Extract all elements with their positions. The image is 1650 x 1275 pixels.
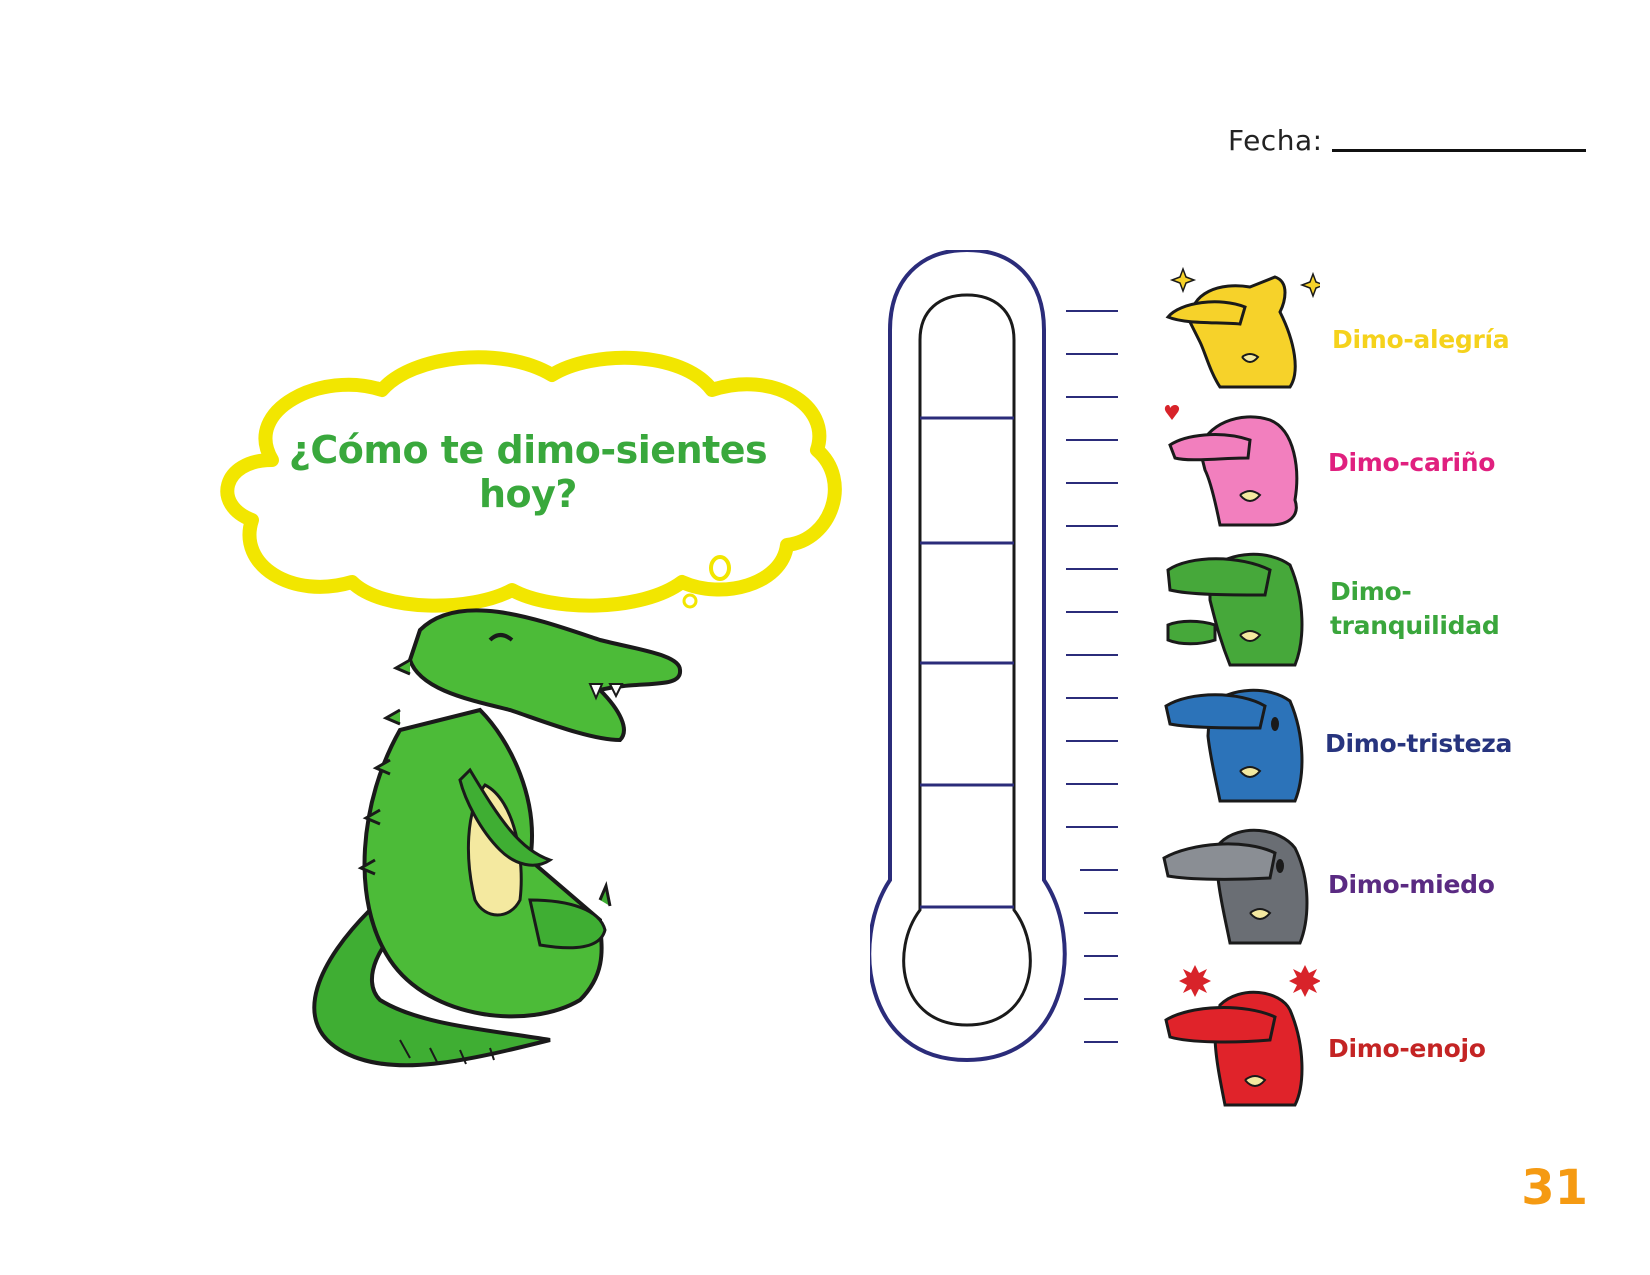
emotion-label-carino: Dimo-cariño bbox=[1328, 446, 1495, 480]
emotion-text: Dimo-enojo bbox=[1328, 1034, 1486, 1063]
emotion-text: Dimo-miedo bbox=[1328, 870, 1495, 899]
green-crocodile-illustration bbox=[300, 600, 720, 1120]
emotion-label-enojo: Dimo-enojo bbox=[1328, 1032, 1486, 1066]
emotion-thermometer bbox=[870, 250, 1120, 1110]
yellow-crocodile-face bbox=[1160, 262, 1320, 392]
emotion-label-tristeza: Dimo-tristeza bbox=[1325, 727, 1512, 761]
pink-crocodile-face bbox=[1160, 400, 1320, 530]
emotion-text: Dimo-alegría bbox=[1332, 325, 1509, 354]
red-crocodile-face bbox=[1160, 955, 1320, 1115]
emotion-label-miedo: Dimo-miedo bbox=[1328, 868, 1495, 902]
emotion-label-alegria: Dimo-alegría bbox=[1332, 323, 1509, 357]
emotion-label-tranquilidad: Dimo- tranquilidad bbox=[1330, 575, 1499, 643]
gray-crocodile-face bbox=[1160, 818, 1320, 948]
thermometer-scale bbox=[1066, 311, 1118, 1042]
emotion-text: Dimo-tristeza bbox=[1325, 729, 1512, 758]
date-label: Fecha: bbox=[1228, 124, 1323, 157]
page-number: 31 bbox=[1521, 1160, 1588, 1216]
bubble-question-title: ¿Cómo te dimo-sientes hoy? bbox=[240, 428, 816, 516]
emotion-text: Dimo-cariño bbox=[1328, 448, 1495, 477]
emotion-text-line1: Dimo- bbox=[1330, 575, 1499, 609]
date-input-line[interactable] bbox=[1332, 149, 1586, 152]
green-crocodile-face bbox=[1160, 540, 1320, 670]
blue-crocodile-face bbox=[1160, 676, 1320, 806]
emotion-text-line2: tranquilidad bbox=[1330, 609, 1499, 643]
